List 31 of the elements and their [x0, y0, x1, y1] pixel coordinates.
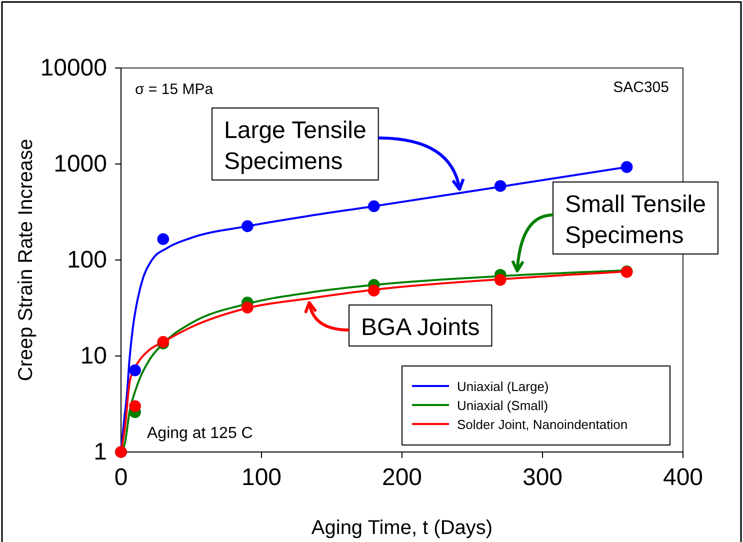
y-tick-label: 10000 — [40, 54, 107, 82]
x-tick-label: 100 — [241, 464, 282, 492]
y-tick-label: 1000 — [54, 150, 107, 178]
point — [620, 161, 633, 173]
x-axis-title: Aging Time, t (Days) — [311, 517, 493, 539]
annotation: BGA Joints — [361, 314, 480, 341]
x-tick-label: 400 — [662, 464, 704, 492]
point — [368, 284, 380, 297]
legend-label: Uniaxial (Large) — [457, 379, 549, 394]
x-tick-label: 300 — [522, 464, 563, 492]
legend-label: Solder Joint, Nanoindentation — [457, 417, 628, 432]
annotation: Aging at 125 C — [147, 425, 253, 442]
annotation: σ = 15 MPa — [135, 81, 214, 98]
x-tick-label: 200 — [382, 464, 422, 492]
point — [494, 180, 506, 192]
y-tick-label: 1 — [94, 438, 107, 466]
point — [494, 274, 506, 286]
y-axis-title: Creep Strain Rate Increase — [15, 138, 37, 382]
x-tick-label: 0 — [114, 464, 128, 492]
legend-label: Uniaxial (Small) — [457, 398, 548, 413]
y-tick-label: 100 — [66, 246, 107, 274]
annotation: Large Tensile Specimens — [224, 117, 366, 175]
point — [242, 220, 254, 232]
y-tick-label: 10 — [80, 342, 107, 370]
point — [129, 400, 141, 412]
point — [242, 302, 254, 314]
point — [157, 233, 170, 246]
point — [129, 364, 141, 376]
annotation: Small Tensile Specimens — [565, 191, 706, 249]
annotation: SAC305 — [613, 79, 669, 96]
point — [368, 200, 380, 212]
